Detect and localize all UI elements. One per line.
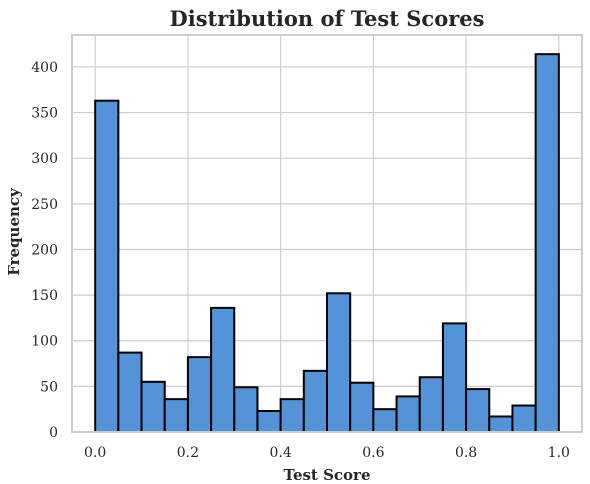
y-tick-label: 50 [40,379,58,395]
histogram-bar [534,53,560,433]
histogram-bar [256,410,282,433]
x-tick-label: 0.8 [455,445,477,461]
x-tick-label: 0.4 [270,445,292,461]
histogram-bar [210,306,236,433]
histogram-bar [163,398,189,434]
plot-frame [71,34,583,433]
histogram-bar [395,395,421,433]
histogram-bar [186,356,213,433]
y-tick-label: 300 [31,151,58,167]
y-tick-label: 350 [31,106,58,122]
histogram-bar [279,398,305,434]
x-tick-labels: 0.0 0.2 0.4 0.6 0.8 1.0 [84,445,570,461]
histogram-bar [140,380,166,433]
y-axis-label: Frequency [5,187,23,276]
y-tick-label: 400 [31,60,58,76]
y-tick-labels: 0 50 100 150 200 250 300 350 400 [31,60,58,441]
histogram-bar [117,351,143,434]
histogram-bar [326,292,352,433]
chart-title: Distribution of Test Scores [170,6,485,31]
y-tick-label: 100 [31,334,58,350]
y-tick-label: 0 [49,425,58,441]
x-tick-label: 0.0 [84,445,106,461]
histogram-bar [233,386,259,433]
x-axis-label: Test Score [284,466,371,484]
histogram-bar [94,99,120,433]
x-tick-label: 0.2 [177,445,199,461]
x-tick-label: 1.0 [548,445,570,461]
histogram-bar [349,381,375,434]
y-tick-label: 150 [31,288,58,304]
histogram-bar [488,415,514,433]
histogram-bar [372,408,398,433]
y-tick-label: 200 [31,242,58,258]
histogram-bar [511,404,537,433]
x-tick-label: 0.6 [362,445,384,461]
histogram-bar [465,388,491,433]
histogram-bar [302,369,328,433]
y-tick-label: 250 [31,197,58,213]
histogram-bar [418,376,444,434]
histogram-bar [441,322,468,434]
histogram-bars [94,53,560,434]
